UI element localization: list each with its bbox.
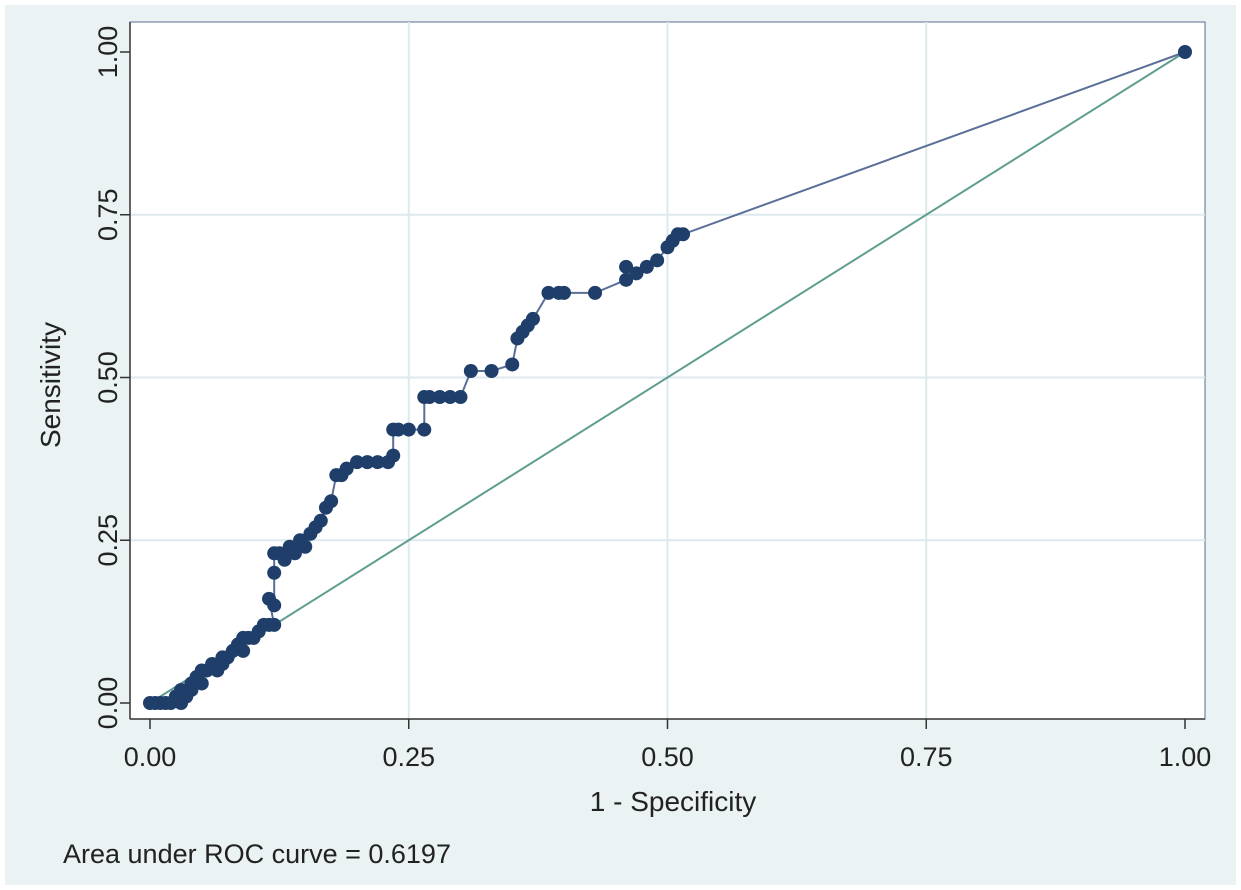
x-tick-label: 0.00: [124, 742, 177, 772]
roc-point: [541, 285, 556, 300]
y-tick-label: 0.75: [93, 188, 123, 241]
y-tick-label: 0.25: [93, 514, 123, 567]
reference-line: [149, 51, 1186, 704]
roc-point: [236, 643, 251, 658]
roc-point: [619, 272, 634, 287]
roc-point: [267, 598, 282, 613]
roc-point: [339, 461, 354, 476]
roc-point: [676, 227, 691, 242]
roc-point: [401, 422, 416, 437]
roc-point: [267, 617, 282, 632]
roc-point: [267, 565, 282, 580]
roc-point: [619, 259, 634, 274]
roc-point: [313, 513, 328, 528]
roc-point: [386, 448, 401, 463]
roc-point: [370, 455, 385, 470]
y-tick-label: 1.00: [93, 26, 123, 79]
roc-point: [588, 285, 603, 300]
roc-point: [391, 422, 406, 437]
roc-point: [443, 390, 458, 405]
roc-point: [463, 363, 478, 378]
roc-point: [287, 546, 302, 561]
y-axis-title: Sensitivity: [35, 322, 66, 448]
x-tick-label: 0.25: [382, 742, 435, 772]
roc-chart: 0.00 0.25 0.50 0.75 1.00 0.00 0.25 0.50 0.75 1.00…: [35, 21, 1211, 817]
roc-point: [298, 539, 313, 554]
roc-point: [417, 422, 432, 437]
roc-point: [629, 266, 644, 281]
roc-point: [350, 455, 364, 470]
roc-point: [194, 676, 209, 691]
auc-annotation: Area under ROC curve = 0.6197: [63, 839, 451, 869]
roc-markers: [143, 45, 1192, 710]
x-tick-label: 1.00: [1159, 742, 1212, 772]
roc-point: [277, 552, 292, 567]
y-tick-label: 0.00: [93, 677, 123, 730]
roc-point: [639, 259, 654, 274]
roc-point: [324, 494, 339, 509]
roc-point: [360, 455, 375, 470]
x-tick-label: 0.75: [900, 742, 953, 772]
figure-background: 0.00 0.25 0.50 0.75 1.00 0.00 0.25 0.50 0.75 1.00…: [5, 5, 1236, 885]
roc-point: [1178, 45, 1192, 59]
reference-diagonal: [149, 51, 1186, 704]
roc-point: [422, 390, 437, 405]
roc-point: [432, 390, 447, 405]
roc-point: [557, 285, 571, 300]
roc-point: [650, 253, 665, 268]
roc-point: [505, 357, 520, 372]
x-tick-label: 0.50: [641, 742, 694, 772]
roc-point: [453, 390, 468, 405]
y-tick-label: 0.50: [93, 351, 123, 404]
axes: 0.00 0.25 0.50 0.75 1.00 0.00 0.25 0.50 0.75 1.00: [93, 22, 1211, 772]
roc-point: [525, 311, 540, 326]
x-axis-title: 1 - Specificity: [590, 786, 757, 817]
roc-point: [484, 363, 499, 378]
